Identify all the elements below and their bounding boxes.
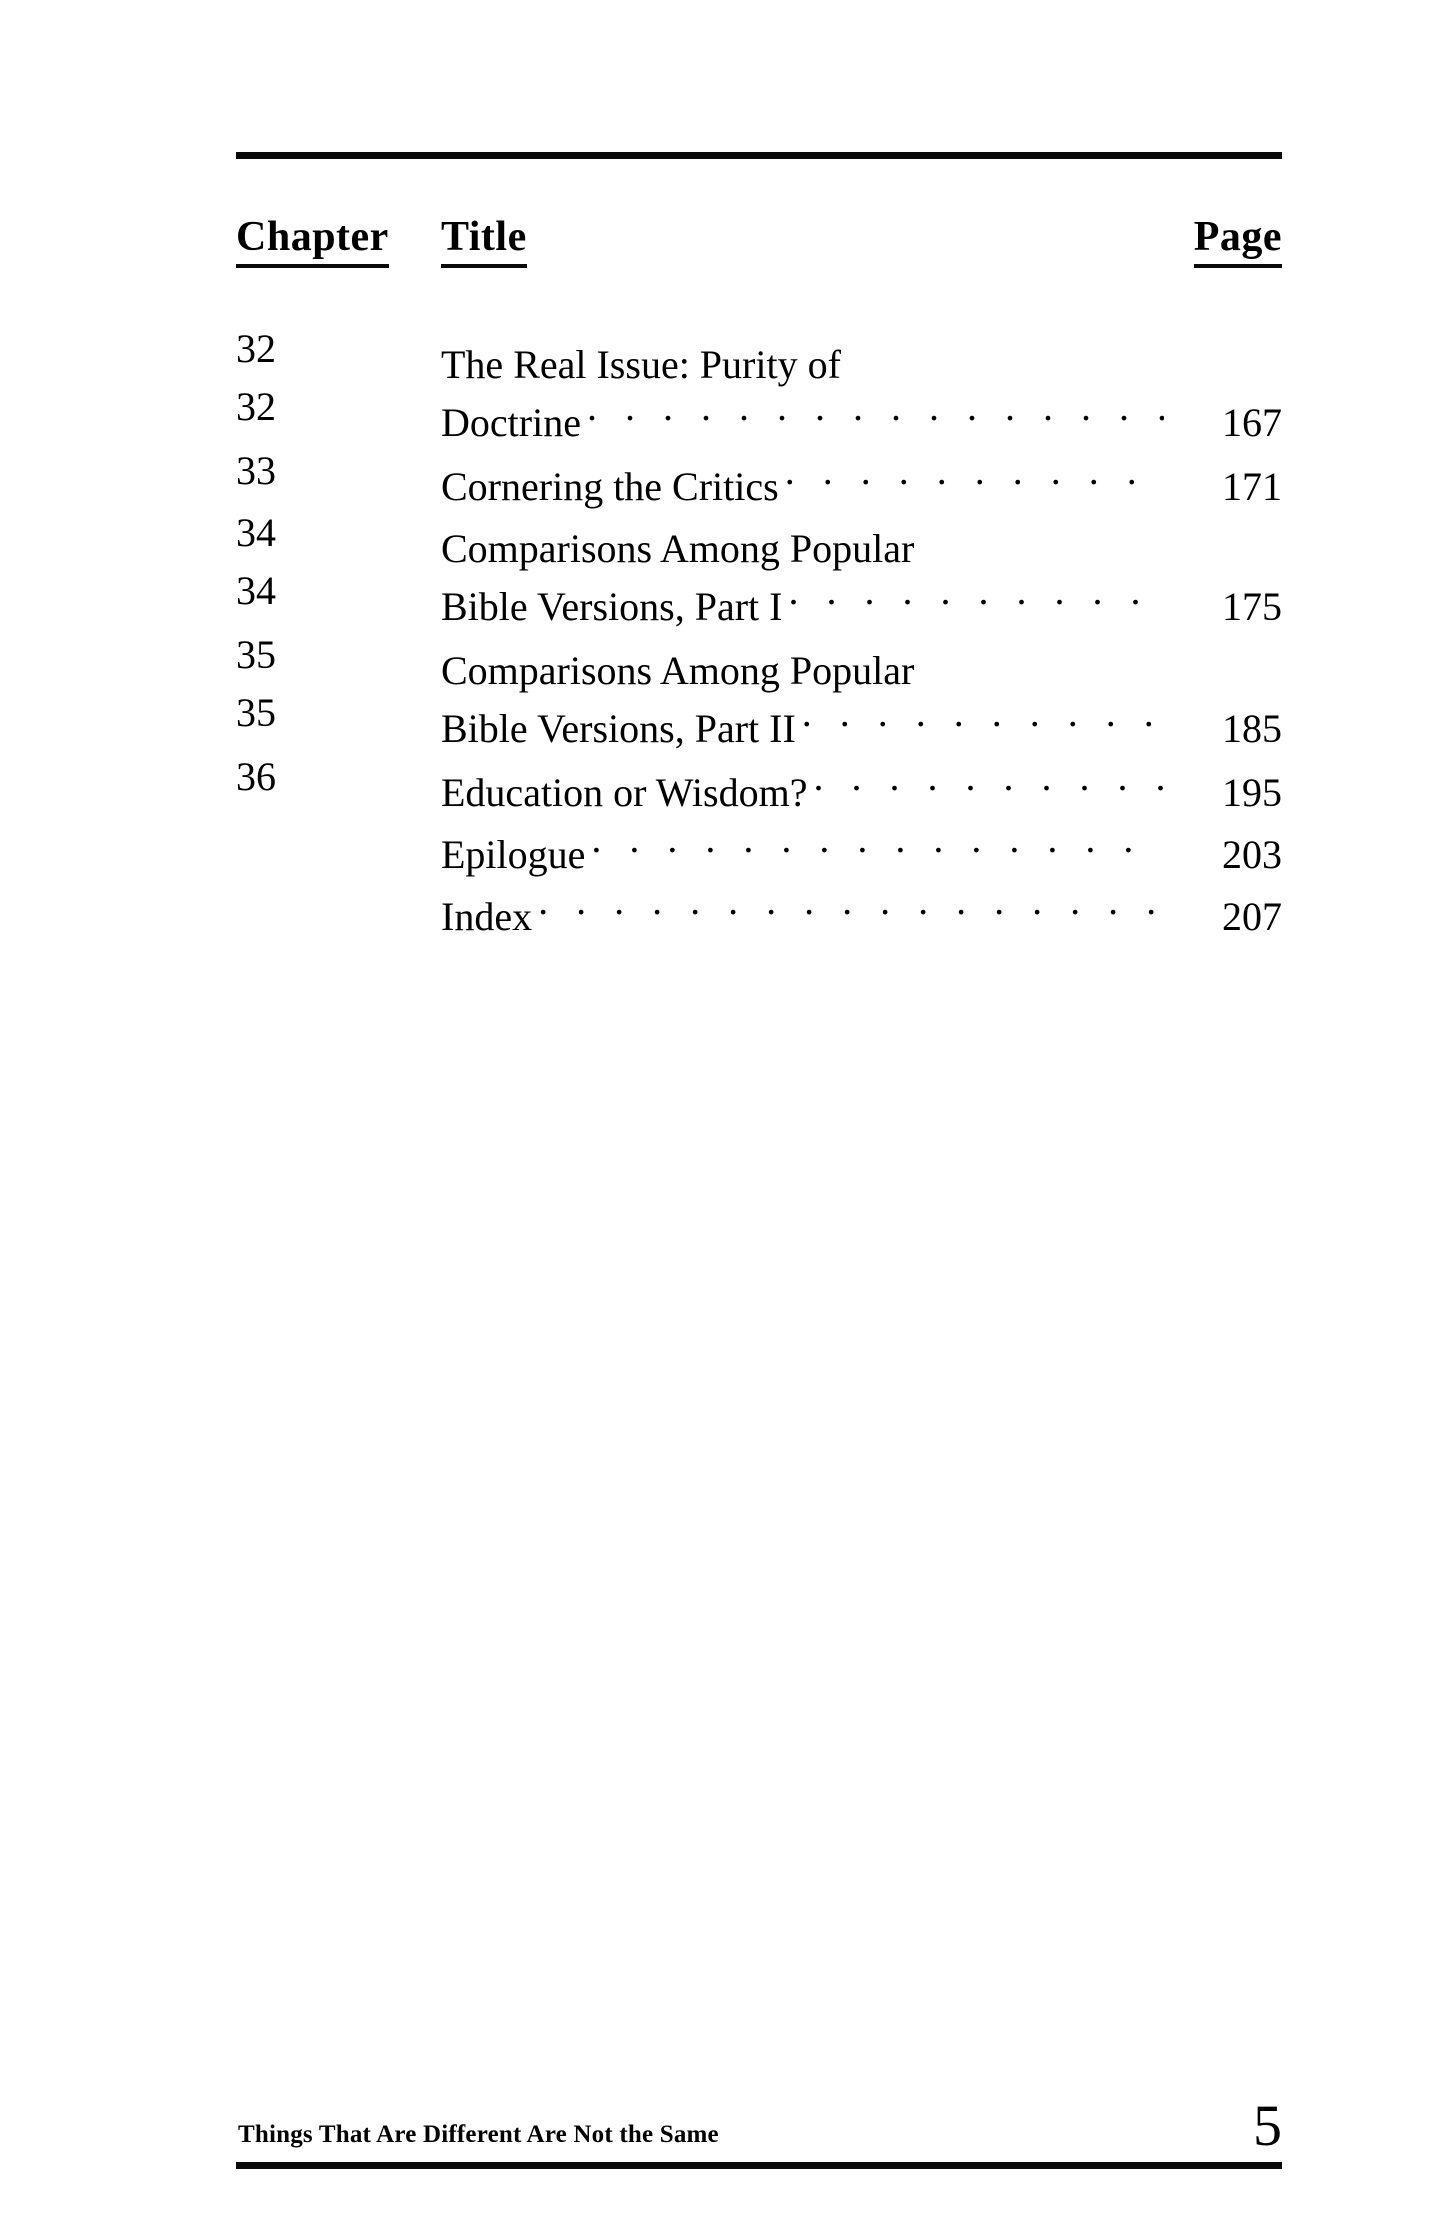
toc-title-row: Index 207 [441, 872, 1282, 939]
toc-entry[interactable]: Epilogue 203 [236, 810, 1282, 877]
toc-entry-line: 34 Comparisons Among Popular [236, 504, 1282, 571]
toc-chapter-number: 33 [236, 448, 276, 493]
toc-entry-line: 35 Comparisons Among Popular [236, 626, 1282, 693]
toc-leader-dots [587, 378, 1164, 436]
toc-entry-line: 34 Bible Versions, Part I 175 [236, 562, 1282, 629]
toc-title-row: Doctrine 167 [441, 378, 1282, 445]
toc-title-row: Bible Versions, Part I 175 [441, 562, 1282, 629]
toc-title-row: Epilogue 203 [441, 810, 1282, 877]
toc-entry-list: 32 The Real Issue: Purity of 32 Doctrine 167… [236, 320, 1282, 939]
toc-entry-title: Doctrine [441, 400, 581, 445]
toc-leader-dots [847, 320, 1164, 378]
toc-chapter-number: 35 [236, 632, 276, 677]
footer-rule [236, 2162, 1282, 2169]
column-header-chapter: Chapter [236, 212, 389, 268]
toc-entry-title: Epilogue [441, 832, 586, 877]
header-rule [236, 152, 1282, 159]
footer-book-title: Things That Are Different Are Not the Sa… [238, 2121, 719, 2148]
toc-leader-dots [538, 872, 1164, 930]
toc-entry-line: 32 The Real Issue: Purity of [236, 320, 1282, 387]
toc-entry-title: Education or Wisdom? [441, 770, 808, 815]
toc-title-row: Bible Versions, Part II 185 [441, 684, 1282, 751]
toc-page-number: 171 [1222, 464, 1282, 509]
column-header-page: Page [1193, 212, 1282, 268]
toc-chapter-number: 34 [236, 510, 276, 555]
toc-title-row: Comparisons Among Popular [441, 626, 1282, 693]
toc-entry-line: Index 207 [236, 872, 1282, 939]
toc-page-number: 207 [1222, 894, 1282, 939]
toc-chapter-number: 32 [236, 384, 276, 429]
footer-page-number: 5 [1253, 2093, 1282, 2158]
toc-leader-dots [920, 626, 1164, 684]
toc-title-row: Education or Wisdom? 195 [441, 748, 1282, 815]
toc-entry-title: Bible Versions, Part I [441, 584, 783, 629]
toc-entry-title: Index [441, 894, 533, 939]
toc-leader-dots [785, 442, 1164, 500]
toc-column-headers: Chapter Title Page [236, 212, 1282, 272]
toc-title-row: The Real Issue: Purity of [441, 320, 1282, 387]
toc-page-number: 195 [1222, 770, 1282, 815]
toc-page-number: 185 [1222, 706, 1282, 751]
toc-entry[interactable]: 33 Cornering the Critics 171 [236, 442, 1282, 509]
toc-entry-title: Bible Versions, Part II [441, 706, 796, 751]
toc-leader-dots [813, 748, 1164, 806]
toc-entry[interactable]: 32 The Real Issue: Purity of 32 Doctrine 167 [236, 320, 1282, 445]
toc-entry[interactable]: Index 207 [236, 872, 1282, 939]
toc-entry-line: Epilogue 203 [236, 810, 1282, 877]
toc-entry-line: 35 Bible Versions, Part II 185 [236, 684, 1282, 751]
toc-entry[interactable]: 35 Comparisons Among Popular 35 Bible Versi… [236, 626, 1282, 751]
column-header-title: Title [441, 212, 527, 268]
toc-leader-dots [802, 684, 1164, 742]
toc-page-number: 175 [1222, 584, 1282, 629]
toc-page-number: 203 [1222, 832, 1282, 877]
toc-chapter-number: 34 [236, 568, 276, 613]
page-content-column: Chapter Title Page 32 The Real Issue: Pur… [236, 0, 1282, 2235]
toc-leader-dots [788, 562, 1164, 620]
toc-leader-dots [591, 810, 1164, 868]
toc-chapter-number: 32 [236, 326, 276, 371]
toc-entry-line: 36 Education or Wisdom? 195 [236, 748, 1282, 815]
toc-chapter-number: 36 [236, 754, 276, 799]
toc-entry-line: 32 Doctrine 167 [236, 378, 1282, 445]
toc-entry-title: Cornering the Critics [441, 464, 779, 509]
toc-page-number: 167 [1222, 400, 1282, 445]
toc-title-row: Comparisons Among Popular [441, 504, 1282, 571]
toc-entry[interactable]: 34 Comparisons Among Popular 34 Bible Versi… [236, 504, 1282, 629]
toc-leader-dots [920, 504, 1164, 562]
toc-entry[interactable]: 36 Education or Wisdom? 195 [236, 748, 1282, 815]
toc-title-row: Cornering the Critics 171 [441, 442, 1282, 509]
toc-chapter-number: 35 [236, 690, 276, 735]
toc-entry-line: 33 Cornering the Critics 171 [236, 442, 1282, 509]
